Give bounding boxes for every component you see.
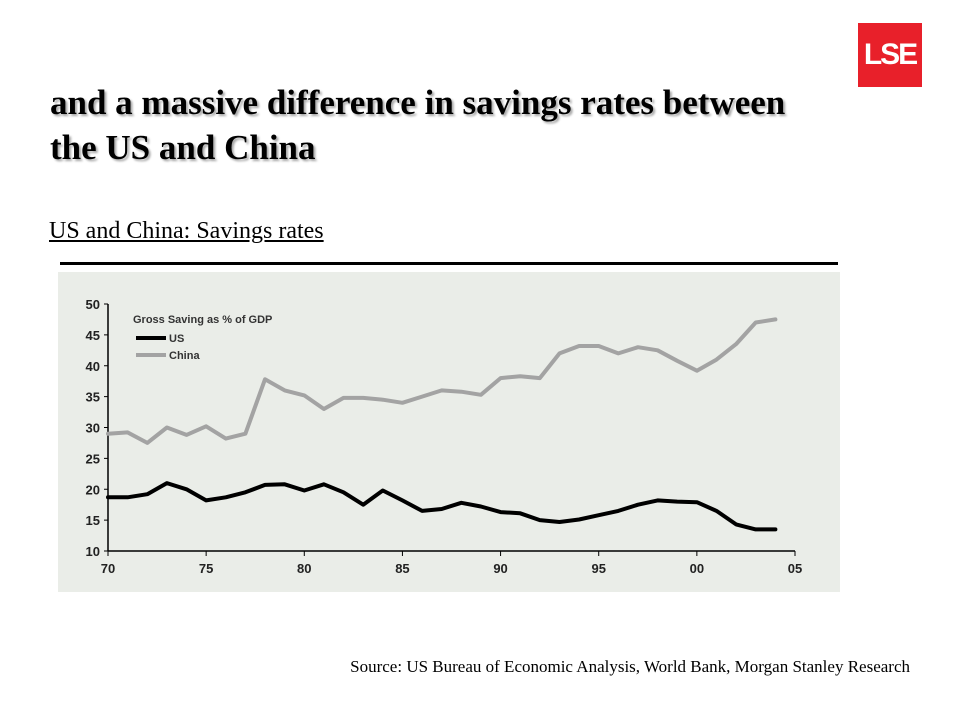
y-tick-label: 35 <box>86 390 100 405</box>
x-tick-label: 90 <box>493 561 507 576</box>
x-tick-label: 70 <box>101 561 115 576</box>
source-note: Source: US Bureau of Economic Analysis, … <box>350 657 910 676</box>
divider <box>60 262 838 265</box>
series-line-china <box>106 317 778 445</box>
chart-inner-title: Gross Saving as % of GDP <box>133 314 272 326</box>
x-tick-label: 05 <box>788 561 802 576</box>
x-tick-label: 85 <box>395 561 409 576</box>
y-tick-label: 20 <box>86 482 100 497</box>
legend-label-us: US <box>169 333 184 345</box>
y-tick-label: 30 <box>86 421 100 436</box>
x-tick-label: 00 <box>690 561 704 576</box>
y-tick-label: 10 <box>86 544 100 559</box>
y-tick-label: 45 <box>86 328 100 343</box>
series-line-us <box>106 481 778 532</box>
legend-label-china: China <box>169 350 200 362</box>
y-tick-label: 50 <box>86 297 100 312</box>
slide-subtitle: US and China: Savings rates <box>49 218 324 244</box>
x-tick-label: 95 <box>591 561 605 576</box>
lse-logo-text: LSE <box>863 38 918 71</box>
x-tick-label: 80 <box>297 561 311 576</box>
y-tick-label: 40 <box>86 359 100 374</box>
x-tick-label: 75 <box>199 561 213 576</box>
slide-title: and a massive difference in savings rate… <box>50 83 786 167</box>
lse-logo: LSE <box>858 23 922 87</box>
savings-chart: 10 15 20 25 30 35 40 45 50 70 75 80 85 90 95 00 05 Gross … <box>86 297 803 576</box>
y-tick-label: 15 <box>86 513 100 528</box>
y-tick-label: 25 <box>86 451 100 466</box>
chart-area: 10 15 20 25 30 35 40 45 50 70 75 80 85 90 95 00 05 Gross … <box>58 272 840 592</box>
